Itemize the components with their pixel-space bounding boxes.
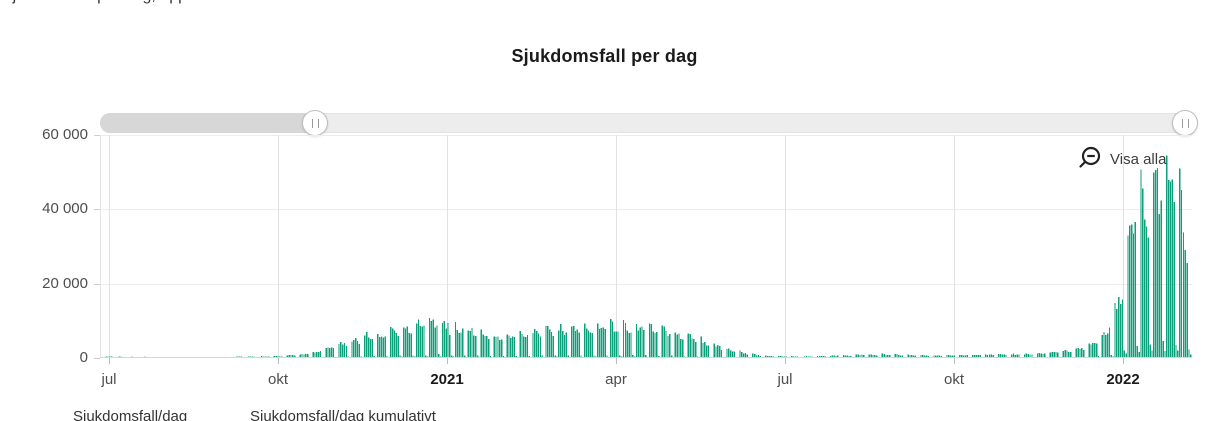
v-gridline xyxy=(954,135,955,358)
x-axis-line xyxy=(100,357,1192,358)
bars-series[interactable] xyxy=(100,135,1192,358)
y-axis-tick xyxy=(94,358,100,359)
v-gridline xyxy=(447,135,448,358)
reset-zoom-label: Visa alla xyxy=(1110,150,1167,168)
navigator-right-handle[interactable] xyxy=(1172,110,1198,136)
y-axis-label: 60 000 xyxy=(42,126,88,143)
grip-icon xyxy=(311,118,319,128)
y-axis-line xyxy=(100,135,101,358)
grip-icon xyxy=(1181,118,1189,128)
navigator-mask-left[interactable] xyxy=(100,113,315,133)
chart-title: Sjukdomsfall per dag xyxy=(511,46,698,66)
x-axis-label: 2021 xyxy=(430,371,464,388)
x-axis-tick xyxy=(109,358,110,364)
clipped-header-text: Sjukdomsfall per dag, uppdaterad 2022-02… xyxy=(2,0,328,5)
v-gridline xyxy=(1123,135,1124,358)
x-axis-tick xyxy=(785,358,786,364)
x-axis-tick xyxy=(447,358,448,364)
y-axis-tick xyxy=(94,284,100,285)
y-axis-tick xyxy=(94,209,100,210)
legend-item-cumulative[interactable]: Sjukdomsfall/dag kumulativt xyxy=(250,408,436,421)
zoom-out-icon xyxy=(1079,146,1101,168)
v-gridline xyxy=(616,135,617,358)
x-axis-label: okt xyxy=(943,371,964,388)
x-axis-label: 2022 xyxy=(1106,371,1140,388)
x-axis-label: apr xyxy=(605,371,627,388)
v-gridline xyxy=(278,135,279,358)
x-axis-tick xyxy=(1123,358,1124,364)
plot-area[interactable] xyxy=(100,135,1192,358)
x-axis-label: jul xyxy=(777,371,793,388)
h-gridline xyxy=(100,209,1192,210)
legend-item-daily[interactable]: Sjukdomsfall/dag xyxy=(73,408,188,421)
v-gridline xyxy=(109,135,110,358)
y-axis-tick xyxy=(94,135,100,136)
reset-zoom-button[interactable]: Visa alla xyxy=(1075,144,1166,174)
y-axis-label: 0 xyxy=(79,349,88,366)
y-axis-label: 40 000 xyxy=(42,200,88,217)
navigator-left-handle[interactable] xyxy=(302,110,328,136)
x-axis-tick xyxy=(278,358,279,364)
h-gridline xyxy=(100,284,1192,285)
x-axis-label: jul xyxy=(101,371,117,388)
y-axis-label: 20 000 xyxy=(42,275,88,292)
x-axis-tick xyxy=(616,358,617,364)
x-axis-label: okt xyxy=(267,371,288,388)
h-gridline xyxy=(100,135,1192,136)
v-gridline xyxy=(785,135,786,358)
x-axis-tick xyxy=(954,358,955,364)
